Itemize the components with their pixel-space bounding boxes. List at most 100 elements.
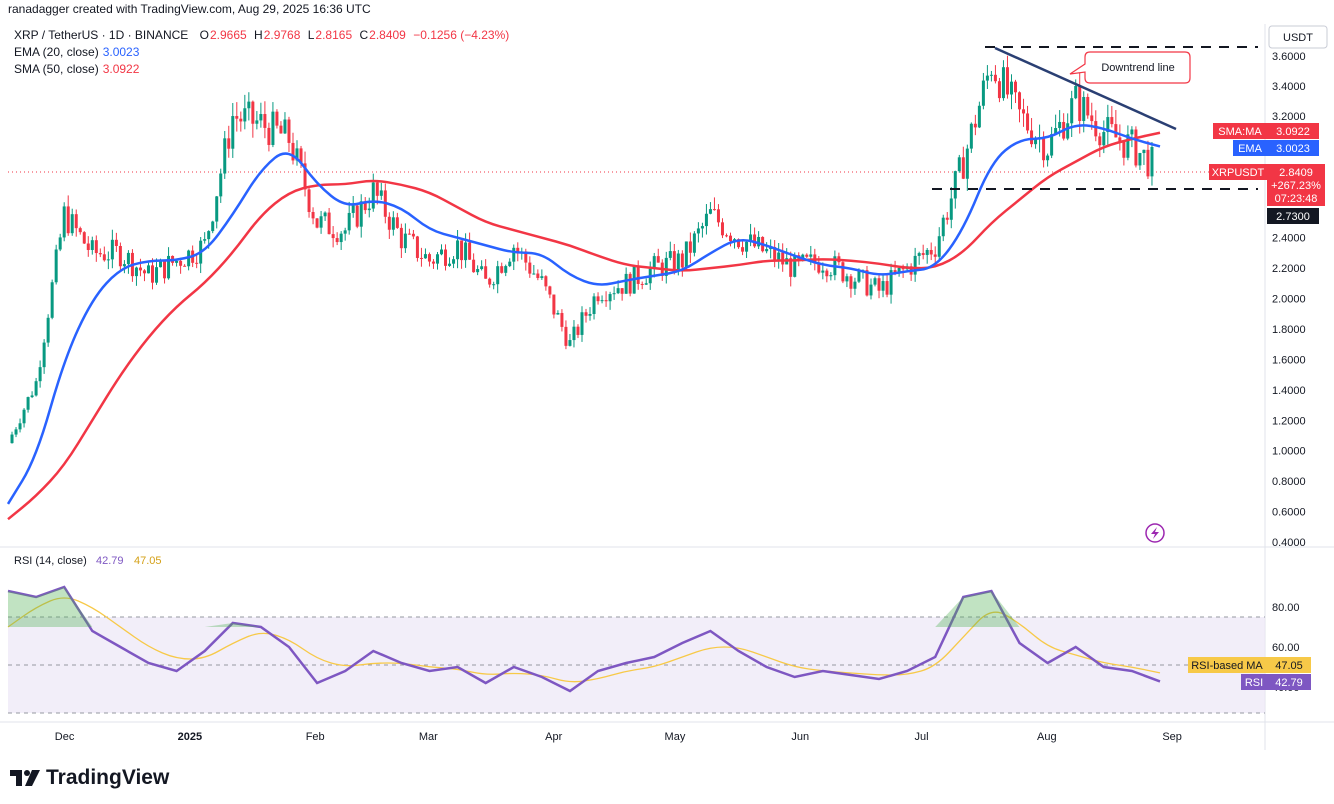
candle-body bbox=[985, 75, 989, 81]
candle-body bbox=[227, 138, 231, 149]
candle-body bbox=[821, 270, 825, 273]
rsi-ma-line bbox=[7, 597, 1161, 683]
candle-body bbox=[343, 230, 347, 234]
lightning-icon[interactable] bbox=[1145, 523, 1165, 543]
chart-header: ranadagger created with TradingView.com,… bbox=[8, 2, 371, 16]
price-chart[interactable]: USDT 3.6000 3.4000 3.2000 2.4000 2.2000 2.000… bbox=[0, 0, 1334, 760]
candle-body bbox=[452, 259, 456, 264]
rsi-legend-label[interactable]: RSI (14, close) bbox=[14, 555, 87, 567]
candle-body bbox=[644, 283, 648, 285]
candle-body bbox=[897, 267, 901, 274]
candle-body bbox=[146, 265, 150, 274]
time-axis-label: Jul bbox=[914, 731, 928, 743]
downtrend-line bbox=[994, 46, 1177, 131]
candle-body bbox=[243, 108, 247, 122]
candle-body bbox=[737, 239, 741, 248]
tradingview-logo[interactable]: TradingView bbox=[10, 766, 169, 790]
price-axis-label: 1.2000 bbox=[1272, 415, 1306, 427]
candle-body bbox=[167, 255, 171, 279]
candle-body bbox=[696, 228, 700, 234]
candle-body bbox=[1070, 98, 1074, 124]
ema-tag: EMA 3.0023 bbox=[1233, 140, 1319, 156]
candle-body bbox=[917, 253, 921, 256]
candle-body bbox=[881, 281, 885, 291]
candle-body bbox=[841, 262, 845, 282]
downtrend-annotation[interactable]: Downtrend line bbox=[1069, 51, 1191, 84]
sma-legend[interactable]: SMA (50, close) 3.0922 bbox=[14, 62, 139, 76]
candle-body bbox=[777, 252, 781, 262]
candle-body bbox=[126, 252, 130, 265]
open-value: 2.9665 bbox=[209, 28, 247, 42]
candle-body bbox=[38, 367, 42, 382]
candle-body bbox=[363, 201, 367, 211]
price-axis-label: 0.8000 bbox=[1272, 476, 1306, 488]
candle-body bbox=[913, 255, 917, 275]
time-axis-label: Jun bbox=[791, 731, 809, 743]
candle-body bbox=[427, 254, 431, 262]
candle-body bbox=[106, 259, 110, 261]
rsi-tag-value: 42.79 bbox=[1275, 677, 1303, 689]
candle-body bbox=[965, 148, 969, 179]
candle-body bbox=[247, 101, 251, 109]
candle-body bbox=[1001, 67, 1005, 99]
candle-body bbox=[1074, 85, 1078, 99]
candle-body bbox=[789, 258, 793, 277]
candle-body bbox=[508, 261, 512, 267]
candle-body bbox=[1126, 134, 1130, 158]
candle-body bbox=[640, 283, 644, 285]
candle-body bbox=[801, 254, 805, 260]
price-tag-change: +267.23% bbox=[1271, 180, 1321, 192]
tradingview-logo-icon bbox=[10, 770, 40, 786]
price-axis-labels[interactable]: 3.6000 3.4000 3.2000 2.4000 2.2000 2.0000 1.80… bbox=[1272, 51, 1306, 549]
candle-body bbox=[608, 294, 612, 302]
candle-body bbox=[155, 267, 159, 283]
candle-body bbox=[817, 263, 821, 273]
candle-body bbox=[351, 205, 355, 213]
candle-body bbox=[612, 293, 616, 295]
rsi-legend-ma-value: 47.05 bbox=[134, 555, 162, 567]
candle-body bbox=[749, 234, 753, 242]
candle-body bbox=[1134, 129, 1138, 166]
symbol-legend[interactable]: XRP / TetherUS · 1D · BINANCE O2.9665 H2… bbox=[14, 28, 509, 42]
sma-ma-tag-label: SMA:MA bbox=[1218, 126, 1262, 138]
candle-body bbox=[10, 434, 14, 444]
open-label: O bbox=[199, 28, 209, 42]
candle-body bbox=[295, 148, 299, 161]
candle-body bbox=[957, 157, 961, 172]
candle-body bbox=[1054, 128, 1058, 135]
candle-body bbox=[993, 74, 997, 82]
candle-body bbox=[151, 265, 155, 283]
rsi-tag-label: RSI bbox=[1245, 677, 1263, 689]
candle-body bbox=[753, 234, 757, 247]
sma-line bbox=[7, 131, 1161, 521]
candle-body bbox=[1013, 81, 1017, 93]
candle-body bbox=[548, 286, 552, 295]
candle-body bbox=[283, 119, 287, 134]
candle-body bbox=[223, 138, 227, 174]
ohlc-values: O2.9665 H2.9768 L2.8165 C2.8409 −0.1256 … bbox=[200, 28, 510, 42]
candle-body bbox=[616, 288, 620, 294]
candle-body bbox=[656, 256, 660, 263]
time-axis-labels[interactable]: Dec 2025 Feb Mar Apr May Jun Jul Aug Sep bbox=[55, 731, 1182, 743]
candle-body bbox=[1030, 130, 1034, 145]
candle-body bbox=[532, 273, 536, 275]
candle-body bbox=[981, 80, 985, 106]
price-tag: XRPUSDT 2.8409 +267.23% 07:23:48 bbox=[1209, 164, 1325, 206]
candle-body bbox=[953, 171, 957, 199]
candle-body bbox=[1130, 129, 1134, 135]
rsi-tag: RSI 42.79 bbox=[1241, 674, 1311, 690]
candle-body bbox=[933, 254, 937, 257]
candle-body bbox=[560, 313, 564, 327]
candle-body bbox=[275, 111, 279, 126]
currency-button[interactable] bbox=[1268, 25, 1328, 49]
candle-body bbox=[34, 381, 38, 396]
ema-legend[interactable]: EMA (20, close) 3.0023 bbox=[14, 45, 139, 59]
support-tag-value: 2.7300 bbox=[1276, 211, 1310, 223]
candle-body bbox=[853, 281, 857, 289]
candle-body bbox=[664, 257, 668, 276]
time-axis-label: Feb bbox=[306, 731, 325, 743]
rsi-ma-tag: RSI-based MA 47.05 bbox=[1188, 657, 1311, 673]
candle-body bbox=[195, 262, 199, 264]
candle-body bbox=[773, 247, 777, 262]
candle-body bbox=[628, 273, 632, 294]
